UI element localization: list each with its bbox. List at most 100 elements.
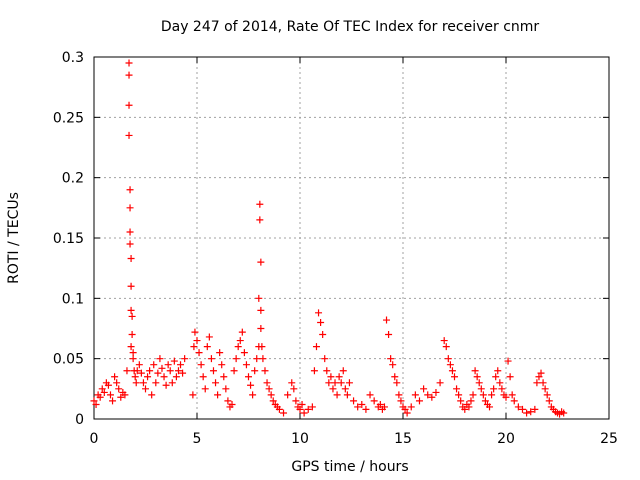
y-axis: 0 0.05 0.1 0.15 0.2 0.25 0.3 bbox=[53, 50, 609, 428]
data-point bbox=[234, 343, 242, 351]
data-point bbox=[181, 355, 189, 363]
data-point bbox=[179, 369, 187, 377]
data-point bbox=[415, 397, 423, 405]
data-point bbox=[432, 388, 440, 396]
data-point bbox=[156, 355, 164, 363]
data-point bbox=[321, 355, 329, 363]
data-point bbox=[132, 379, 140, 387]
data-point bbox=[455, 391, 463, 399]
data-point bbox=[486, 403, 494, 411]
data-point bbox=[376, 401, 384, 409]
data-point bbox=[479, 391, 487, 399]
data-point bbox=[296, 405, 304, 413]
y-tick-label: 0.2 bbox=[62, 171, 84, 187]
data-point bbox=[98, 385, 106, 393]
data-point bbox=[111, 373, 119, 381]
data-point bbox=[158, 364, 166, 372]
data-point bbox=[256, 200, 264, 208]
data-point bbox=[498, 385, 506, 393]
x-tick-label: 25 bbox=[600, 431, 618, 447]
data-point bbox=[389, 361, 397, 369]
data-point bbox=[195, 349, 203, 357]
data-point bbox=[453, 385, 461, 393]
data-point bbox=[331, 379, 339, 387]
data-point bbox=[125, 101, 133, 109]
data-point bbox=[308, 403, 316, 411]
data-point bbox=[129, 355, 137, 363]
data-point bbox=[467, 397, 475, 405]
data-point bbox=[160, 373, 168, 381]
data-point bbox=[446, 361, 454, 369]
data-point bbox=[259, 355, 267, 363]
data-point bbox=[224, 397, 232, 405]
data-point bbox=[109, 397, 117, 405]
data-point bbox=[335, 373, 343, 381]
data-point bbox=[310, 367, 318, 375]
data-point bbox=[284, 391, 292, 399]
data-point bbox=[177, 361, 185, 369]
data-point bbox=[189, 391, 197, 399]
data-point bbox=[290, 385, 298, 393]
data-point bbox=[315, 309, 323, 317]
data-point bbox=[560, 409, 568, 417]
data-point bbox=[113, 379, 121, 387]
data-point bbox=[172, 373, 180, 381]
data-point bbox=[504, 357, 512, 365]
y-tick-label: 0.05 bbox=[53, 352, 84, 368]
data-point bbox=[137, 369, 145, 377]
data-point bbox=[300, 409, 308, 417]
data-point bbox=[240, 349, 248, 357]
data-point bbox=[232, 355, 240, 363]
data-point bbox=[333, 391, 341, 399]
data-point bbox=[256, 216, 264, 224]
data-point bbox=[251, 367, 259, 375]
data-point bbox=[469, 391, 477, 399]
data-point bbox=[473, 373, 481, 381]
data-point bbox=[150, 361, 158, 369]
data-point bbox=[90, 397, 98, 405]
data-point bbox=[162, 381, 170, 389]
data-point bbox=[537, 369, 545, 377]
data-point bbox=[539, 379, 547, 387]
data-point bbox=[350, 397, 358, 405]
data-point bbox=[218, 361, 226, 369]
data-point bbox=[502, 393, 510, 401]
data-point bbox=[461, 405, 469, 413]
data-point bbox=[247, 381, 255, 389]
data-point bbox=[477, 385, 485, 393]
data-point bbox=[407, 403, 415, 411]
data-point bbox=[444, 355, 452, 363]
data-point bbox=[471, 367, 479, 375]
data-point bbox=[249, 391, 257, 399]
data-point bbox=[508, 391, 516, 399]
data-point bbox=[126, 228, 134, 236]
data-point bbox=[197, 361, 205, 369]
data-point bbox=[201, 385, 209, 393]
data-point bbox=[391, 373, 399, 381]
data-point bbox=[228, 401, 236, 409]
data-point bbox=[174, 367, 182, 375]
data-point bbox=[127, 343, 135, 351]
data-point bbox=[395, 391, 403, 399]
data-point bbox=[214, 391, 222, 399]
data-point bbox=[152, 379, 160, 387]
data-point bbox=[133, 367, 141, 375]
data-point bbox=[411, 391, 419, 399]
data-point bbox=[488, 391, 496, 399]
data-point bbox=[127, 282, 135, 290]
data-point bbox=[269, 397, 277, 405]
data-point bbox=[139, 379, 147, 387]
data-point bbox=[481, 397, 489, 405]
data-point bbox=[541, 385, 549, 393]
data-point bbox=[298, 401, 306, 409]
data-point bbox=[442, 343, 450, 351]
data-point bbox=[117, 393, 125, 401]
data-point bbox=[304, 405, 312, 413]
data-point bbox=[490, 385, 498, 393]
data-point bbox=[380, 403, 388, 411]
data-point bbox=[168, 379, 176, 387]
data-point bbox=[257, 258, 265, 266]
data-point bbox=[144, 373, 152, 381]
data-point bbox=[125, 59, 133, 67]
